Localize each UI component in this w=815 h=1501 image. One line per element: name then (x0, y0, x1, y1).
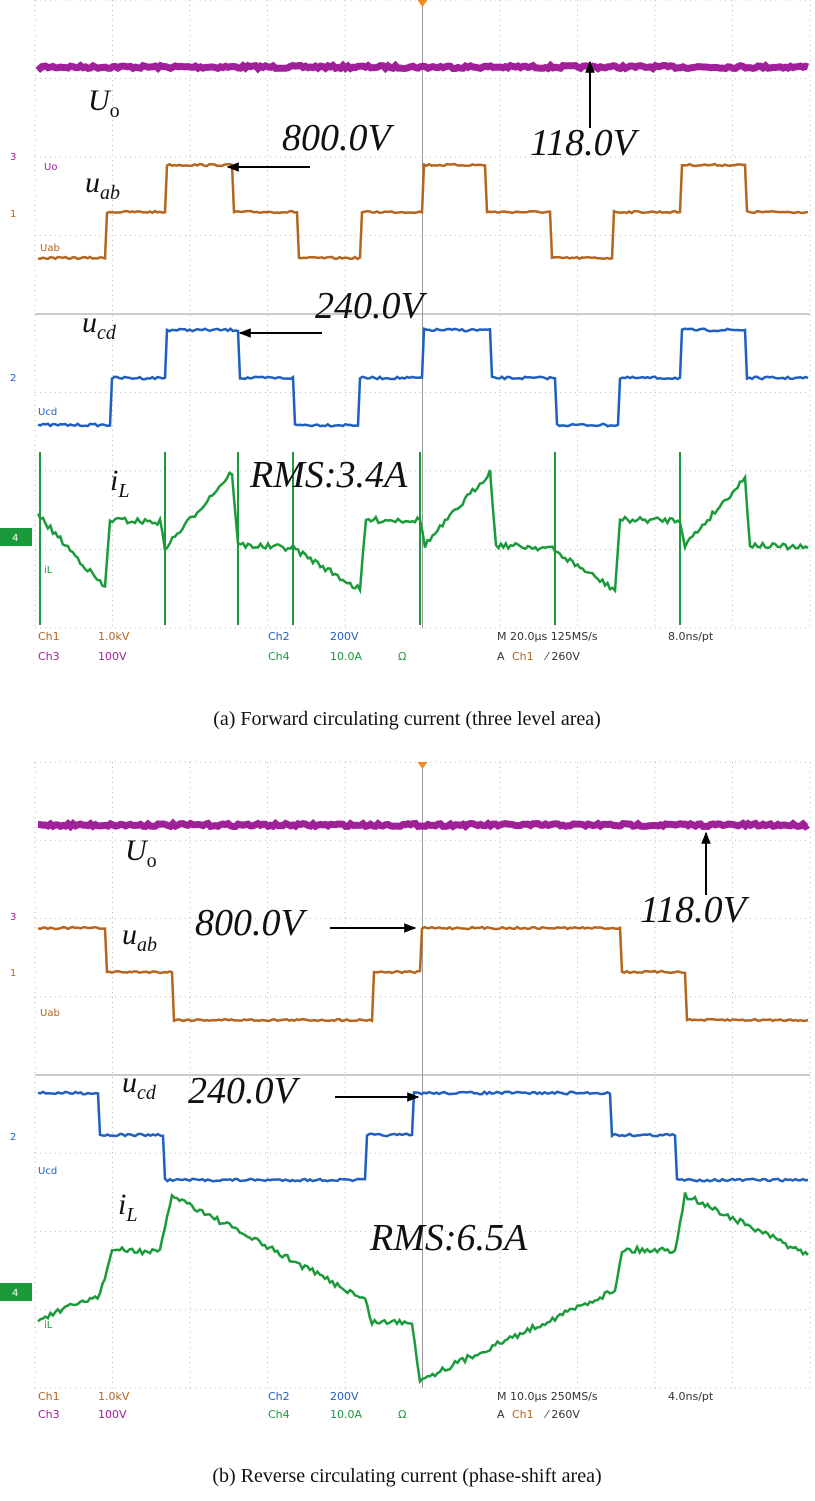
readout-text: A (497, 1408, 505, 1421)
channel-marker: 1 (10, 209, 16, 220)
label-main: U (88, 84, 112, 117)
label-main: i (118, 1188, 126, 1221)
waveform-label: Uo (88, 84, 120, 122)
readout-text: Ch3 (38, 1408, 60, 1421)
readout-text: 100V (98, 1408, 127, 1421)
annotation: 240.0V (315, 285, 428, 327)
label-sub: ab (137, 934, 157, 956)
readout-text: A (497, 650, 505, 663)
waveform-label: iL (118, 1188, 137, 1226)
readout-text: Ch4 (268, 1408, 290, 1421)
waveform-label: uab (122, 918, 157, 956)
channel-marker: 1 (10, 968, 16, 979)
waveform-label: iL (110, 464, 129, 502)
label-main: U (125, 834, 149, 867)
readout-text: Ω (398, 650, 406, 663)
ch4-badge (0, 1283, 32, 1301)
label-sub: o (110, 100, 120, 122)
readout-text: 4.0ns/pt (668, 1390, 714, 1403)
waveform-label: Uo (125, 834, 157, 872)
label-sub: L (125, 1204, 137, 1226)
readout-text: ⁄ 260V (543, 650, 580, 663)
channel-marker: Uab (40, 243, 60, 254)
label-sub: ab (100, 182, 120, 204)
label-main: u (85, 166, 100, 199)
channel-marker: iL (44, 565, 53, 576)
label-main: u (122, 918, 137, 951)
waveform-label: ucd (122, 1066, 157, 1104)
readout-text: Ω (398, 1408, 406, 1421)
trace-il (37, 1192, 809, 1385)
label-main: u (122, 1066, 137, 1099)
readout-text: Ch4 (268, 650, 290, 663)
annotation: 800.0V (195, 902, 308, 944)
caption: (b) Reverse circulating current (phase-s… (212, 1465, 601, 1487)
label-sub: cd (97, 322, 117, 344)
trace-uab (37, 162, 809, 261)
channel-marker: Ucd (38, 407, 57, 418)
readout-text: Ch2 (268, 1390, 290, 1403)
channel-marker: 4 (12, 533, 18, 544)
readout-text: 100V (98, 650, 127, 663)
trace-uo (37, 818, 810, 832)
trace-uo (35, 60, 810, 74)
readout-text: Ch1 (512, 1408, 534, 1421)
channel-marker: 2 (10, 373, 16, 384)
label-sub: cd (137, 1082, 157, 1104)
annotation: RMS:3.4A (249, 454, 408, 496)
label-main: u (82, 306, 97, 339)
channel-marker: 2 (10, 1132, 16, 1143)
readout-text: Ch3 (38, 650, 60, 663)
label-sub: o (147, 850, 157, 872)
readout-text: 8.0ns/pt (668, 630, 714, 643)
channel-marker: Uo (44, 162, 57, 173)
trigger-marker (417, 762, 428, 769)
readout-text: 200V (330, 1390, 359, 1403)
trace-uab (37, 925, 809, 1023)
label-sub: L (117, 480, 129, 502)
label-main: i (110, 464, 118, 497)
readout-text: ⁄ 260V (543, 1408, 580, 1421)
channel-marker: 3 (10, 912, 16, 923)
annotation: 240.0V (188, 1070, 301, 1112)
readout-text: Ch1 (38, 630, 60, 643)
readout-text: 10.0A (330, 1408, 362, 1421)
annotation: 800.0V (282, 117, 395, 159)
readout-text: 10.0A (330, 650, 362, 663)
readout-text: M 20.0µs 125MS/s (497, 630, 598, 643)
channel-marker: 3 (10, 152, 16, 163)
readout-text: 1.0kV (98, 1390, 130, 1403)
readout-text: Ch2 (268, 630, 290, 643)
channel-marker: 4 (12, 1288, 18, 1299)
readout-text: 1.0kV (98, 630, 130, 643)
waveform-label: ucd (82, 306, 117, 344)
channel-marker: iL (44, 1320, 53, 1331)
waveform-label: uab (85, 166, 120, 204)
readout-text: M 10.0µs 250MS/s (497, 1390, 598, 1403)
annotation: RMS:6.5A (369, 1217, 528, 1259)
readout-text: 200V (330, 630, 359, 643)
trace-ucd (37, 327, 809, 428)
channel-marker: Uab (40, 1008, 60, 1019)
readout-text: Ch1 (512, 650, 534, 663)
ch4-badge (0, 528, 32, 546)
trace-ucd (37, 1090, 809, 1183)
annotation: 118.0V (530, 122, 640, 164)
readout-text: Ch1 (38, 1390, 60, 1403)
channel-marker: Ucd (38, 1166, 57, 1177)
trigger-marker (417, 0, 428, 7)
annotation: 118.0V (640, 889, 750, 931)
caption: (a) Forward circulating current (three l… (213, 708, 601, 730)
